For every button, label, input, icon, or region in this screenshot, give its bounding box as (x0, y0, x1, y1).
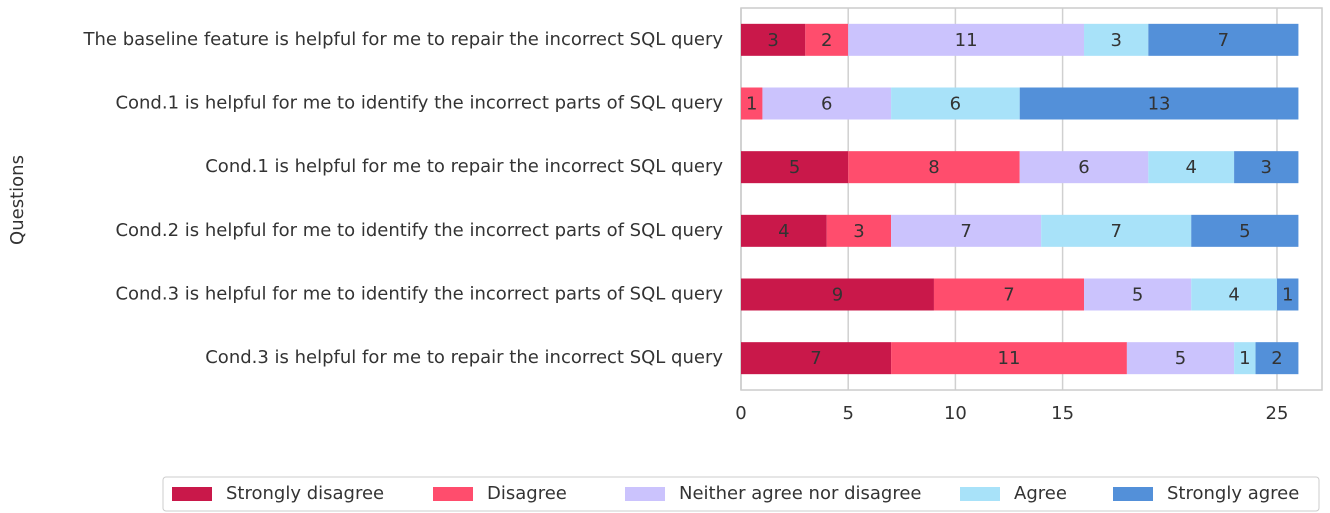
bar-segment (741, 278, 934, 311)
data-label: 1 (1282, 285, 1293, 306)
data-label: 3 (767, 30, 778, 51)
legend-label: Neither agree nor disagree (679, 483, 922, 504)
y-tick-label: Cond.3 is helpful for me to identify the… (115, 284, 723, 305)
legend-swatch (960, 487, 1000, 501)
data-label: 4 (778, 221, 789, 242)
data-label: 6 (1078, 157, 1089, 178)
bar-segment (1126, 342, 1235, 375)
x-tick-label: 5 (842, 403, 853, 424)
bar-segment (1084, 23, 1149, 56)
data-label: 1 (746, 94, 757, 115)
legend-label: Strongly disagree (226, 483, 384, 504)
bar-segment (1019, 87, 1299, 120)
data-label: 4 (1185, 157, 1196, 178)
data-label: 7 (1003, 285, 1014, 306)
y-tick-label: Cond.1 is helpful for me to repair the i… (205, 156, 723, 177)
bar-segment (741, 342, 892, 375)
data-label: 6 (950, 94, 961, 115)
data-label: 11 (955, 30, 978, 51)
data-label: 2 (1271, 348, 1282, 369)
bar-segment (741, 151, 849, 184)
x-tick-label: 25 (1266, 403, 1289, 424)
legend-swatch (1113, 487, 1153, 501)
data-label: 7 (960, 221, 971, 242)
bar-segment (805, 23, 849, 56)
data-label: 7 (810, 348, 821, 369)
bar-segment (1276, 278, 1299, 311)
legend-label: Agree (1014, 483, 1067, 504)
data-label: 8 (928, 157, 939, 178)
legend-swatch (172, 487, 212, 501)
bar-segment (1191, 278, 1277, 311)
bar-segment (1191, 214, 1299, 247)
bar-segment (826, 214, 892, 247)
bar-segment (741, 87, 763, 120)
legend-label: Strongly agree (1167, 483, 1299, 504)
bar-segment (848, 23, 1085, 56)
bar-segment (1255, 342, 1299, 375)
bar-segment (848, 151, 1020, 184)
bar-segment (741, 23, 806, 56)
x-tick-label: 15 (1051, 403, 1074, 424)
data-label: 5 (1175, 348, 1186, 369)
bar-segment (1234, 151, 1299, 184)
bar-segment (741, 214, 827, 247)
data-label: 3 (1261, 157, 1272, 178)
data-label: 6 (821, 94, 832, 115)
y-tick-label: Cond.1 is helpful for me to identify the… (115, 93, 723, 114)
bar-segment (1041, 214, 1192, 247)
y-axis-label: Questions (7, 155, 28, 245)
bar-segment (1148, 23, 1299, 56)
data-label: 3 (1110, 30, 1121, 51)
data-label: 5 (789, 157, 800, 178)
data-label: 5 (1132, 285, 1143, 306)
data-label: 13 (1148, 94, 1171, 115)
y-tick-label: Cond.2 is helpful for me to identify the… (115, 220, 723, 241)
data-label: 3 (853, 221, 864, 242)
data-label: 2 (821, 30, 832, 51)
bar-segment (1084, 278, 1192, 311)
plot-frame (740, 7, 1323, 391)
bar-segment (1234, 342, 1256, 375)
data-label: 4 (1228, 285, 1239, 306)
data-label: 7 (1110, 221, 1121, 242)
legend-swatch (625, 487, 665, 501)
legend-box (162, 476, 1320, 512)
data-label: 9 (832, 285, 843, 306)
bar-segment (933, 278, 1085, 311)
y-tick-label: Cond.3 is helpful for me to repair the i… (205, 347, 723, 368)
data-label: 7 (1218, 30, 1229, 51)
x-tick-label: 0 (735, 403, 746, 424)
bar-segment (762, 87, 892, 120)
data-label: 5 (1239, 221, 1250, 242)
legend-label: Disagree (487, 483, 567, 504)
bar-segment (891, 342, 1127, 375)
legend-swatch (433, 487, 473, 501)
bar-segment (891, 87, 1020, 120)
data-label: 11 (998, 348, 1021, 369)
data-label: 1 (1239, 348, 1250, 369)
bar-segment (1148, 151, 1235, 184)
bar-segment (891, 214, 1042, 247)
x-tick-label: 10 (944, 403, 967, 424)
bar-segment (1019, 151, 1149, 184)
y-tick-label: The baseline feature is helpful for me t… (83, 29, 724, 50)
